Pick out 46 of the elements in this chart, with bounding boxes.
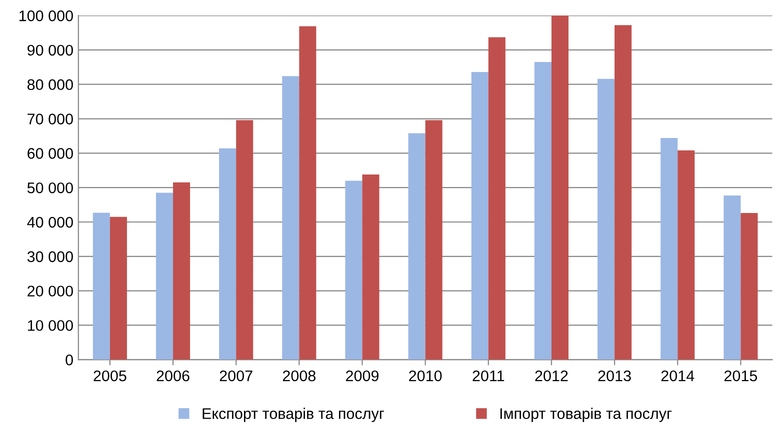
bar (724, 196, 741, 360)
x-tick-label: 2012 (535, 370, 568, 382)
bar (156, 192, 174, 360)
y-tick-label: 90 000 (28, 44, 73, 56)
x-tick-label: 2006 (156, 370, 190, 382)
bar (173, 182, 190, 360)
y-tick-label: 20 000 (28, 286, 73, 297)
x-tick-label: 2013 (598, 370, 631, 382)
y-tick-label: 80 000 (27, 79, 73, 90)
bar (110, 216, 127, 360)
y-tick-label: 30 000 (27, 251, 73, 262)
y-tick-label: 70 000 (28, 114, 73, 124)
x-tick-label: 2010 (409, 370, 442, 382)
bar (92, 212, 110, 360)
x-tick-label: 2015 (724, 370, 758, 382)
bar (425, 120, 442, 360)
bar (345, 180, 362, 360)
bar (551, 16, 569, 360)
bar (598, 78, 615, 360)
legend-label: Імпорт товарів та послуг (500, 408, 672, 422)
bar (299, 26, 316, 360)
bar (740, 213, 758, 360)
legend-label: Експорт товарів та послуг (202, 408, 384, 422)
x-tick-label: 2007 (220, 370, 252, 382)
y-tick-label: 40 000 (27, 216, 73, 228)
bar (660, 138, 678, 360)
x-tick-label: 2014 (661, 370, 694, 382)
bar (362, 174, 380, 360)
x-tick-label: 2011 (472, 370, 504, 382)
bar (219, 148, 236, 360)
bar (678, 150, 695, 360)
x-tick-label: 2008 (282, 370, 316, 382)
bar (534, 62, 552, 360)
x-tick-label: 2005 (94, 370, 126, 382)
bar (471, 72, 488, 360)
y-tick-label: 50 000 (27, 182, 73, 194)
bar (488, 37, 506, 360)
y-tick-label: 60 000 (28, 148, 73, 159)
bar (408, 133, 426, 360)
bar (614, 25, 632, 360)
y-tick-label: 0 (66, 354, 73, 366)
bar (236, 120, 254, 360)
bar (282, 76, 300, 360)
y-tick-label: 100 000 (19, 10, 73, 22)
x-tick-label: 2009 (346, 370, 379, 382)
y-tick-label: 10 000 (28, 320, 73, 331)
